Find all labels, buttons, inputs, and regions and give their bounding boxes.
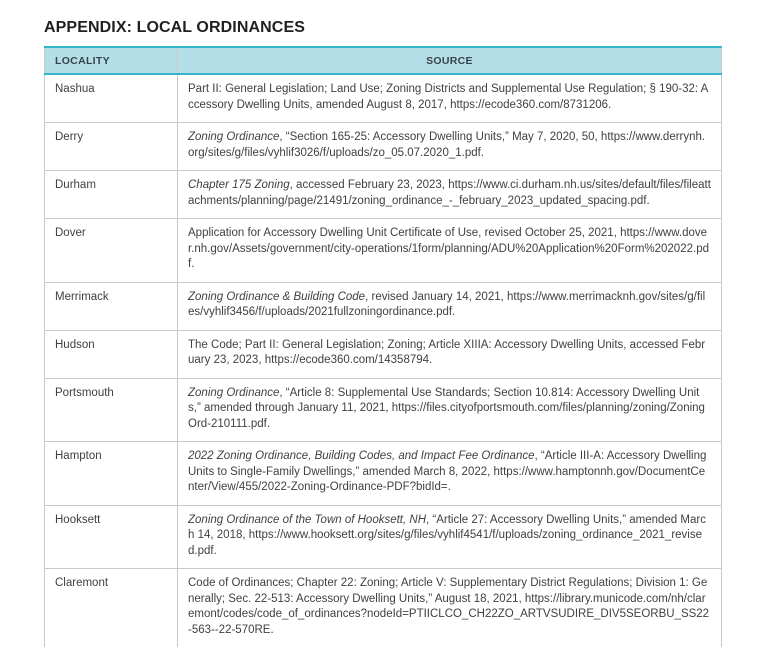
source-cell: Zoning Ordinance & Building Code, revise… bbox=[177, 281, 722, 331]
column-header-source: SOURCE bbox=[177, 47, 722, 75]
table-header: LOCALITY SOURCE bbox=[44, 47, 722, 75]
locality-cell: Durham bbox=[44, 170, 178, 219]
locality-cell: Hudson bbox=[44, 329, 178, 379]
locality-cell: Merrimack bbox=[44, 281, 178, 331]
source-cell: Code of Ordinances; Chapter 22: Zoning; … bbox=[177, 568, 722, 647]
source-cell: 2022 Zoning Ordinance, Building Codes, a… bbox=[177, 441, 722, 506]
locality-cell: Nashua bbox=[44, 73, 178, 123]
source-text: , accessed February 23, 2023, https://ww… bbox=[188, 179, 711, 207]
table-row: Dover Application for Accessory Dwelling … bbox=[44, 218, 722, 283]
table-row: Nashua Part II: General Legislation; Land… bbox=[44, 73, 722, 123]
column-header-locality: LOCALITY bbox=[44, 47, 178, 75]
source-cell: Part II: General Legislation; Land Use; … bbox=[177, 73, 722, 123]
locality-cell: Hampton bbox=[44, 441, 178, 506]
source-citation-title: Zoning Ordinance bbox=[188, 131, 280, 143]
table-row: Derry Zoning Ordinance, “Section 165-25: … bbox=[44, 122, 722, 171]
source-text: Code of Ordinances; Chapter 22: Zoning; … bbox=[188, 577, 710, 636]
table-body: Nashua Part II: General Legislation; Land… bbox=[44, 73, 722, 647]
ordinances-table: LOCALITY SOURCE Nashua Part II: General L… bbox=[44, 46, 722, 647]
table-row: Portsmouth Zoning Ordinance, “Article 8: … bbox=[44, 377, 722, 442]
table-row: Hampton 2022 Zoning Ordinance, Building C… bbox=[44, 441, 722, 506]
table-row: Hooksett Zoning Ordinance of the Town of … bbox=[44, 504, 722, 569]
source-text: , “Article 8: Supplemental Use Standards… bbox=[188, 386, 705, 430]
source-cell: Application for Accessory Dwelling Unit … bbox=[177, 218, 722, 283]
header-row: LOCALITY SOURCE bbox=[44, 47, 722, 75]
source-citation-title: Chapter 175 Zoning bbox=[188, 179, 290, 191]
source-text: , revised January 14, 2021, https://www.… bbox=[188, 290, 706, 319]
locality-cell: Derry bbox=[44, 122, 178, 171]
locality-cell: Hooksett bbox=[44, 504, 178, 569]
source-cell: Zoning Ordinance, “Section 165-25: Acces… bbox=[177, 122, 722, 171]
source-citation-title: Zoning Ordinance & Building Code bbox=[188, 290, 366, 303]
source-text: , “Section 165-25: Accessory Dwelling Un… bbox=[188, 131, 706, 159]
page-title: APPENDIX: LOCAL ORDINANCES bbox=[44, 19, 305, 36]
source-text: Application for Accessory Dwelling Unit … bbox=[188, 227, 709, 270]
source-citation-title: Zoning Ordinance bbox=[188, 386, 280, 399]
source-citation-title: 2022 Zoning Ordinance, Building Codes, a… bbox=[188, 450, 535, 462]
locality-cell: Portsmouth bbox=[44, 377, 178, 442]
table-row: Merrimack Zoning Ordinance & Building Cod… bbox=[44, 281, 722, 331]
table-row: Claremont Code of Ordinances; Chapter 22:… bbox=[44, 568, 722, 647]
source-cell: Zoning Ordinance, “Article 8: Supplement… bbox=[177, 377, 722, 442]
table-row: Durham Chapter 175 Zoning, accessed Febru… bbox=[44, 170, 722, 219]
source-cell: The Code; Part II: General Legislation; … bbox=[177, 329, 722, 379]
table-row: Hudson The Code; Part II: General Legisla… bbox=[44, 329, 722, 379]
source-text: , “Article 27: Accessory Dwelling Units,… bbox=[188, 513, 706, 557]
locality-cell: Claremont bbox=[44, 568, 178, 647]
source-text: , “Article III-A: Accessory Dwelling Uni… bbox=[188, 450, 707, 493]
source-citation-title: Zoning Ordinance of the Town of Hooksett… bbox=[188, 513, 427, 526]
source-text: Part II: General Legislation; Land Use; … bbox=[188, 83, 709, 111]
source-cell: Chapter 175 Zoning, accessed February 23… bbox=[177, 170, 722, 219]
source-cell: Zoning Ordinance of the Town of Hooksett… bbox=[177, 504, 722, 569]
source-text: The Code; Part II: General Legislation; … bbox=[188, 338, 706, 367]
locality-cell: Dover bbox=[44, 218, 178, 283]
